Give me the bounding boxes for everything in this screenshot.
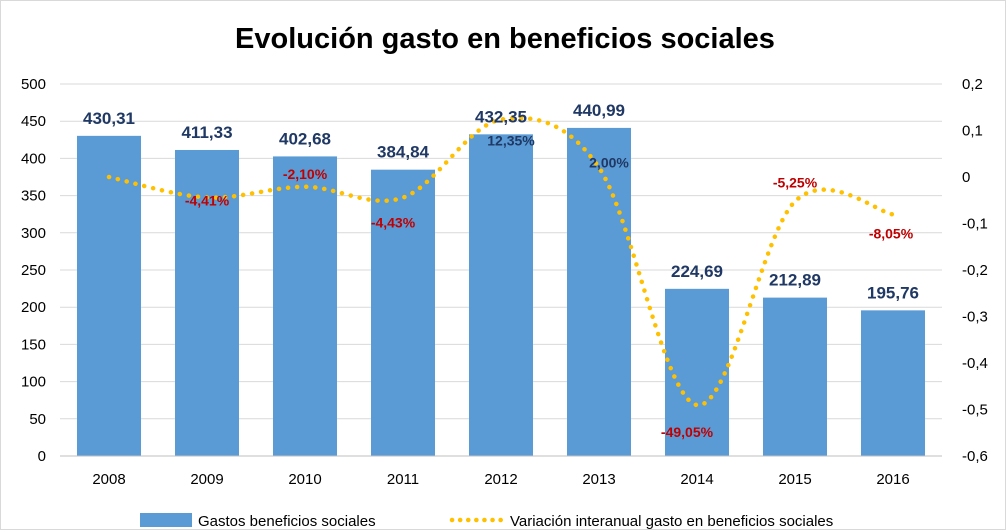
x-tick-label: 2009 — [190, 471, 223, 488]
bar — [175, 149, 239, 457]
bar — [861, 310, 925, 456]
x-tick-label: 2016 — [876, 471, 909, 488]
bar — [567, 127, 631, 456]
bar-value-label: 402,68 — [279, 129, 331, 148]
line-value-label: -4,41% — [185, 193, 230, 209]
y-left-tick-label: 100 — [21, 374, 46, 391]
y-left-tick-label: 150 — [21, 336, 46, 353]
y-left-tick-label: 400 — [21, 150, 46, 167]
data-labels: 430,31 411,33 402,68 384,84 432,35 440,99 224,… — [83, 101, 919, 440]
y-right-tick-label: -0,3 — [962, 309, 988, 326]
legend-bar-swatch — [140, 513, 192, 527]
bar-series — [77, 127, 925, 457]
y-right-tick-label: -0,2 — [962, 262, 988, 279]
x-tick-label: 2012 — [484, 471, 517, 488]
legend-bar-label: Gastos beneficios sociales — [198, 513, 376, 530]
bar — [273, 156, 337, 457]
line-value-label: -2,10% — [283, 166, 328, 182]
bar-value-label: 411,33 — [181, 123, 232, 142]
line-value-label: 12,35% — [487, 133, 535, 149]
x-tick-label: 2014 — [680, 471, 713, 488]
line-value-label: 2,00% — [589, 155, 629, 171]
y-left-tick-label: 50 — [29, 411, 46, 428]
x-tick-label: 2013 — [582, 471, 615, 488]
x-tick-label: 2010 — [288, 471, 321, 488]
line-series — [106, 115, 896, 408]
bar — [665, 288, 729, 456]
bar-value-label: 224,69 — [671, 262, 723, 281]
bar — [77, 135, 141, 456]
bar-value-label: 440,99 — [573, 101, 625, 120]
x-tick-label: 2008 — [92, 471, 125, 488]
bar-value-label: 432,35 — [475, 107, 527, 126]
y-left-tick-label: 450 — [21, 113, 46, 130]
line-value-label: -5,25% — [773, 174, 818, 190]
chart-title: Evolución gasto en beneficios sociales — [235, 23, 775, 55]
y-right-tick-label: -0,6 — [962, 448, 988, 465]
bar-value-label: 384,84 — [377, 143, 430, 162]
line-value-label: -49,05% — [661, 424, 714, 440]
y-left-tick-label: 250 — [21, 262, 46, 279]
x-tick-label: 2011 — [387, 471, 419, 488]
y-right-tick-label: 0 — [962, 169, 970, 186]
legend-line-label: Variación interanual gasto en beneficios… — [510, 513, 833, 530]
y-left-tick-label: 0 — [38, 448, 46, 465]
bar-value-label: 195,76 — [867, 283, 919, 302]
y-right-tick-label: 0,1 — [962, 123, 983, 140]
y-right-tick-label: 0,2 — [962, 76, 983, 93]
y-left-tick-label: 200 — [21, 299, 46, 316]
bar — [469, 134, 533, 456]
bar — [763, 297, 827, 456]
line-value-label: -8,05% — [869, 225, 914, 241]
x-tick-label: 2015 — [778, 471, 811, 488]
y-right-tick-label: -0,1 — [962, 216, 988, 233]
y-left-tick-label: 350 — [21, 188, 46, 205]
bar-value-label: 430,31 — [83, 109, 135, 128]
bar — [371, 169, 435, 456]
y-right-tick-label: -0,5 — [962, 402, 988, 419]
y-left-tick-label: 300 — [21, 225, 46, 242]
y-left-tick-label: 500 — [21, 76, 46, 93]
legend: Gastos beneficios sociales Variación inte… — [140, 513, 833, 530]
line-value-label: -4,43% — [371, 215, 416, 231]
line-series-path — [106, 115, 896, 408]
axes: 0 50 100 150 200 250 300 350 400 450 500 -0,6 -0,5 -0… — [21, 76, 988, 488]
bar-value-label: 212,89 — [769, 271, 821, 290]
y-right-tick-label: -0,4 — [962, 355, 988, 372]
